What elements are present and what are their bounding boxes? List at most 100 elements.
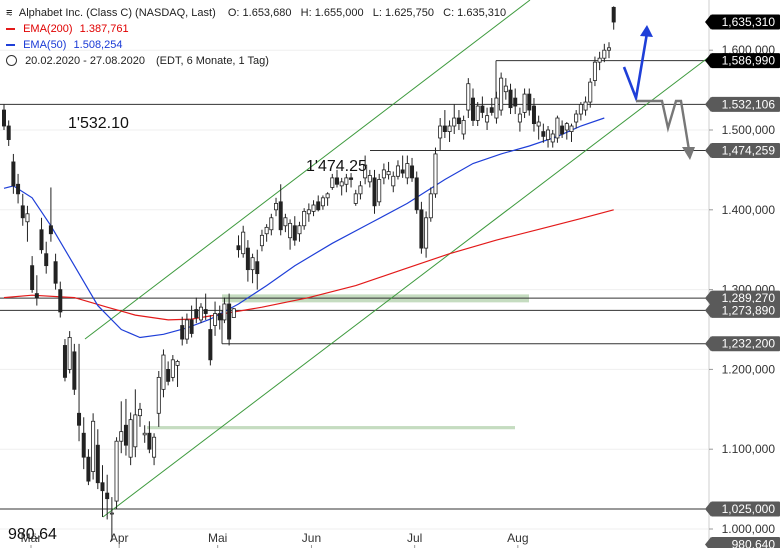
y-tick-label: 1.000,000 [722,522,776,536]
candle-body [400,169,405,174]
candle-body [452,117,457,127]
candle-body [607,47,612,51]
candle-body [410,165,415,179]
interval-label: (EDT, 6 Monate, 1 Tag) [156,55,269,67]
candle-body [39,229,44,251]
price-tag [711,290,780,306]
candle-body [339,181,344,187]
candle-body [217,313,222,321]
ema200-value: 1.387,761 [79,23,129,35]
ema200-label: EMA(200) [23,23,73,35]
channel-lower-line [102,56,710,518]
price-tag-pointer [705,302,711,318]
candle-body [255,261,260,275]
candle-body [105,492,110,500]
candle-body [489,107,494,113]
candle-body [564,123,569,131]
candle-body [44,253,49,267]
candle-body [34,293,39,298]
price-tag [711,501,780,517]
bullish-arrowhead [640,25,653,37]
candle-body [189,319,194,334]
header-title-row: ⩳ Alphabet Inc. (Class C) (NASDAQ, Last)… [6,6,506,20]
price-tag-pointer [705,14,711,30]
candle-body [578,104,583,115]
ema50-line [3,117,605,339]
x-tick-label: Mär [21,531,42,545]
price-tag [711,336,780,352]
candle-body [480,105,485,113]
candle-body [325,193,330,199]
candle-body [67,337,72,370]
instrument-title: Alphabet Inc. (Class C) (NASDAQ, Last) [18,7,216,19]
candle-body [152,436,157,458]
x-tick-label: Jul [407,531,422,545]
candle-body [297,225,302,235]
candle-body [555,117,560,139]
candle-body [377,179,382,203]
y-tick-label: 1.400,000 [722,203,776,217]
price-tag-label: 1,289,270 [722,291,776,305]
candle-body [259,234,264,247]
candle-body [133,414,138,448]
candle-body [541,131,546,137]
candle-body [597,57,602,63]
level-annotation: 980.64 [8,526,57,543]
price-tag-pointer [705,290,711,306]
candle-body [513,97,518,107]
candle-body [100,482,105,492]
x-tick-label: Jun [302,531,321,545]
candle-body [569,125,574,132]
candle-body [245,247,250,271]
candle-body [311,204,316,212]
candle-body [546,129,551,140]
candle-body [414,177,419,211]
candle-body [522,93,527,113]
candle-body [527,93,532,111]
candle-body [363,164,368,179]
candle-body [236,245,241,251]
candle-body [405,163,410,179]
candle-body [86,456,91,482]
date-range: 20.02.2020 - 27.08.2020 [25,55,145,67]
candle-body [278,201,283,231]
price-tag [711,143,780,159]
price-tag-pointer [705,53,711,69]
candle-body [353,193,358,204]
candle-body [241,231,246,255]
candle-body [292,225,297,241]
price-tag [711,302,780,318]
candle-body [583,101,588,111]
candle-body [419,209,424,249]
clock-icon [6,54,17,66]
ema200-line [3,209,614,321]
candle-body [316,201,321,211]
candle-body [433,153,438,195]
candle-body [166,368,171,382]
candle-body [372,177,377,207]
candle-body [386,171,391,176]
candle-body [447,125,452,132]
support-zone [147,426,515,430]
candle-body [475,105,480,121]
candle-body [231,308,236,318]
chart-type-icon[interactable]: ⩳ [6,7,13,19]
candle-body [602,49,607,59]
y-tick-label: 1.200,000 [722,362,776,376]
x-tick-label: Mai [208,531,227,545]
candle-body [485,115,490,123]
price-tag-pointer [705,536,711,552]
candle-body [109,512,114,515]
candle-body [470,97,475,121]
price-tag-label: 1,474,259 [722,144,776,158]
candle-body [213,313,218,326]
candle-body [508,89,513,109]
candle-body [20,205,25,219]
candle-body [466,83,471,111]
candle-body [25,213,30,223]
candle-body [62,345,67,378]
y-axis-panel [709,0,780,548]
candle-body [198,306,203,321]
candle-body [77,412,82,426]
